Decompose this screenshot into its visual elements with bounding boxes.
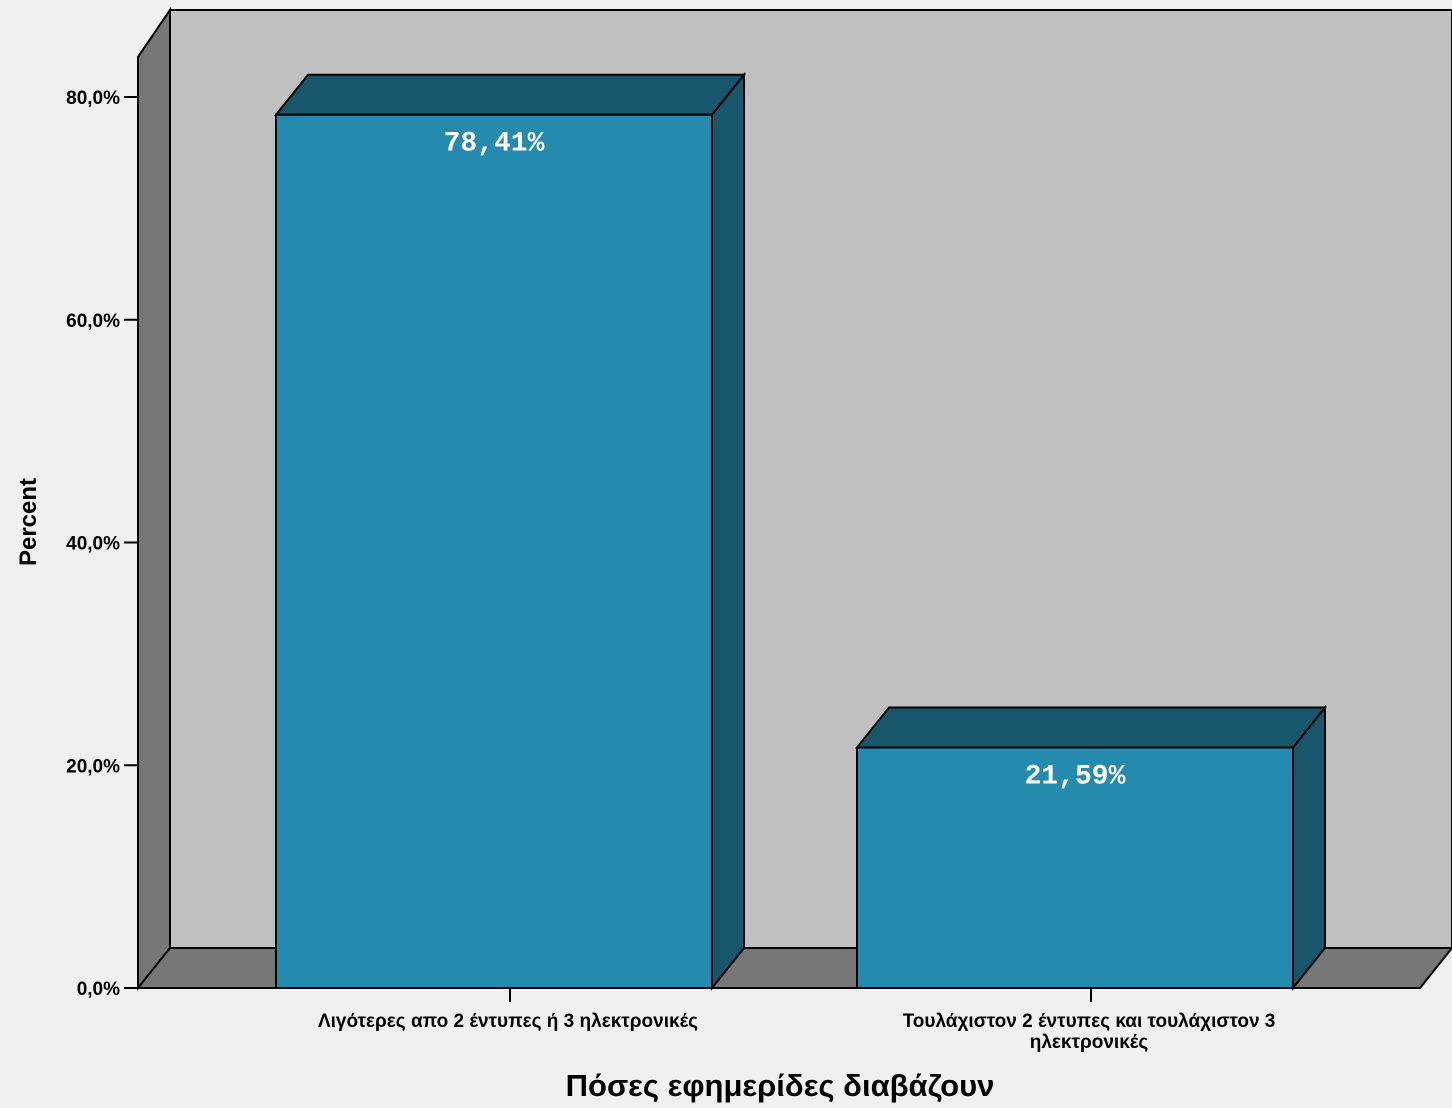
x-tick-label: ηλεκτρονικές xyxy=(1030,1032,1149,1053)
bar-2: 21,59% xyxy=(857,708,1325,988)
x-axis-title: Πόσες εφημερίδες διαβάζουν xyxy=(566,1068,995,1103)
y-tick-label: 80,0% xyxy=(66,88,120,109)
y-tick-label: 20,0% xyxy=(66,756,120,777)
x-tick-label: Τουλάχιστον 2 έντυπες και τουλάχιστον 3 xyxy=(903,1011,1276,1032)
bar-1: 78,41% xyxy=(276,75,744,988)
x-tick-label: Λιγότερες απο 2 έντυπες ή 3 ηλεκτρονικές xyxy=(318,1011,698,1032)
chart-side-wall xyxy=(138,10,170,988)
bar-top-face xyxy=(857,708,1325,748)
bar-side-face xyxy=(712,75,744,988)
y-axis-ticks: 0,0% 20,0% 40,0% 60,0% 80,0% xyxy=(66,88,138,1000)
data-label: 21,59% xyxy=(1025,762,1126,793)
bar-side-face xyxy=(1293,708,1325,988)
x-axis-ticks: Λιγότερες απο 2 έντυπες ή 3 ηλεκτρονικές… xyxy=(318,988,1275,1053)
bar-front-face xyxy=(276,115,712,988)
y-axis-title: Percent xyxy=(15,478,42,566)
y-tick-label: 60,0% xyxy=(66,311,120,332)
bar-top-face xyxy=(276,75,744,115)
y-tick-label: 40,0% xyxy=(66,534,120,555)
y-tick-label: 0,0% xyxy=(77,979,120,1000)
data-label: 78,41% xyxy=(444,129,545,160)
